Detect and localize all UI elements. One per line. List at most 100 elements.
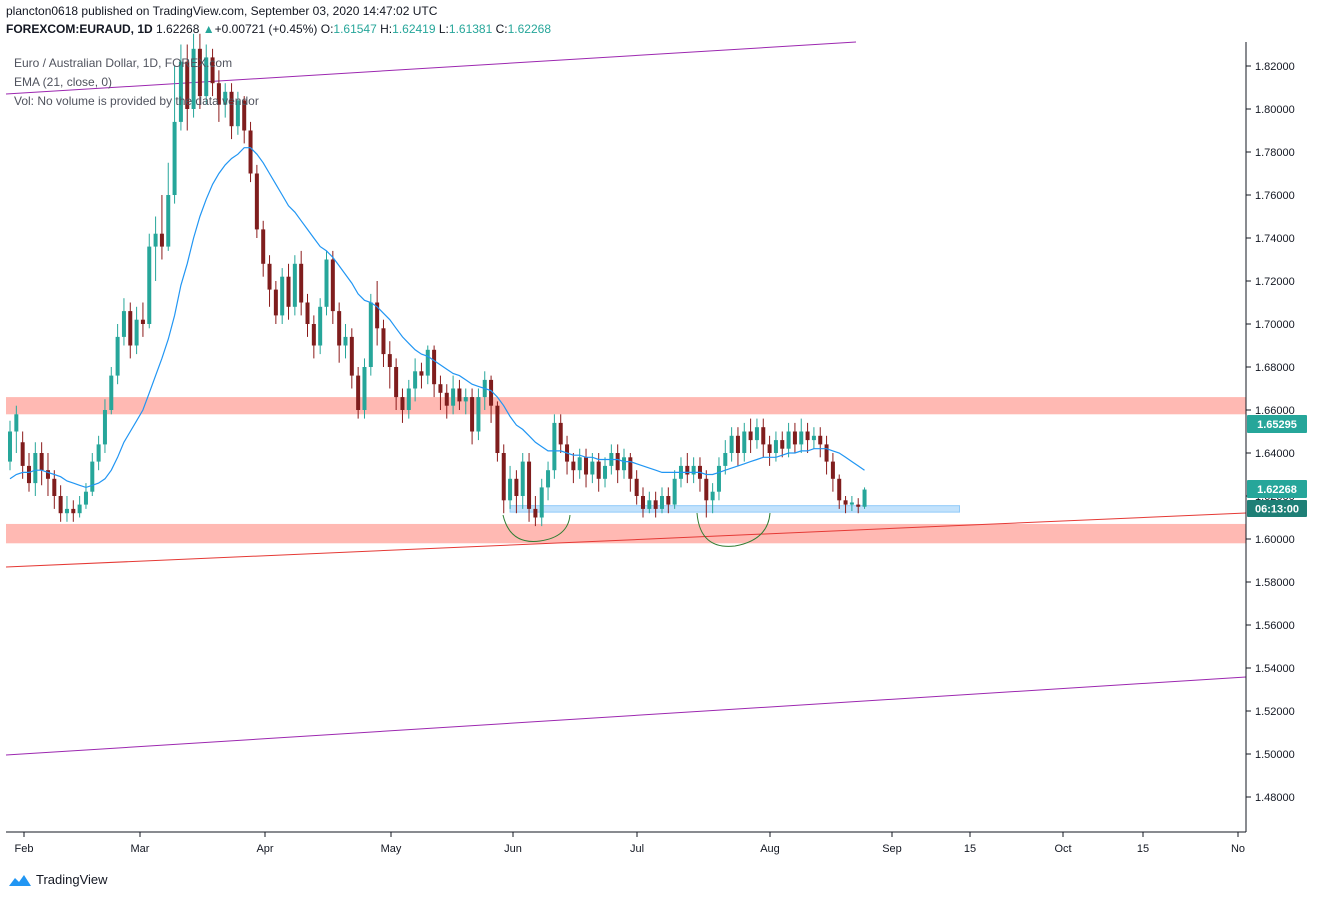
candle[interactable] <box>691 457 696 484</box>
support-trend-line[interactable] <box>5 512 1247 568</box>
legend-ema[interactable]: EMA (21, close, 0) <box>14 75 113 89</box>
candle[interactable] <box>305 293 310 337</box>
candle[interactable] <box>444 384 449 419</box>
candle[interactable] <box>843 496 848 514</box>
candle[interactable] <box>546 461 551 501</box>
candle[interactable] <box>140 302 145 337</box>
candle[interactable] <box>558 414 563 453</box>
candle[interactable] <box>368 293 373 376</box>
candle[interactable] <box>805 422 810 453</box>
candle[interactable] <box>476 388 481 441</box>
candle[interactable] <box>856 498 861 514</box>
candle[interactable] <box>223 83 228 118</box>
legend-volume[interactable]: Vol: No volume is provided by the data v… <box>14 94 259 108</box>
candle[interactable] <box>533 496 538 527</box>
candle[interactable] <box>8 420 12 471</box>
candle[interactable] <box>615 444 620 484</box>
candle[interactable] <box>324 250 329 316</box>
candle[interactable] <box>565 435 570 475</box>
candle[interactable] <box>204 44 209 105</box>
candle[interactable] <box>216 70 221 122</box>
candle[interactable] <box>824 435 829 475</box>
candle[interactable] <box>400 388 405 423</box>
ema-line[interactable] <box>9 147 865 489</box>
candle[interactable] <box>96 435 101 471</box>
candle[interactable] <box>172 66 177 204</box>
candle[interactable] <box>311 315 316 359</box>
candle[interactable] <box>210 48 215 97</box>
candle[interactable] <box>14 405 19 453</box>
candle[interactable] <box>584 448 589 488</box>
candle[interactable] <box>470 388 475 445</box>
candle[interactable] <box>622 448 627 479</box>
candle[interactable] <box>837 474 842 509</box>
candle[interactable] <box>102 399 107 453</box>
candle[interactable] <box>248 121 253 183</box>
candle[interactable] <box>729 427 734 462</box>
candle[interactable] <box>147 233 152 329</box>
candle[interactable] <box>577 448 582 479</box>
legend-title[interactable]: Euro / Australian Dollar, 1D, FOREX.com <box>14 56 233 70</box>
zone-rect-1[interactable] <box>6 523 1246 544</box>
candle[interactable] <box>267 255 272 307</box>
candle[interactable] <box>735 427 740 466</box>
candle[interactable] <box>273 281 278 324</box>
candle[interactable] <box>153 216 158 282</box>
candle[interactable] <box>520 453 525 509</box>
candle[interactable] <box>261 220 266 277</box>
candle[interactable] <box>343 324 348 359</box>
candle[interactable] <box>121 298 126 346</box>
candle[interactable] <box>451 375 456 415</box>
candle[interactable] <box>811 427 816 449</box>
candle[interactable] <box>109 367 114 415</box>
candle[interactable] <box>704 470 709 518</box>
candle[interactable] <box>628 453 633 492</box>
candle[interactable] <box>754 418 759 449</box>
candle[interactable] <box>773 431 778 462</box>
candle[interactable] <box>432 345 437 398</box>
candle[interactable] <box>394 358 399 410</box>
candle[interactable] <box>235 91 240 135</box>
candle[interactable] <box>362 358 367 419</box>
candle[interactable] <box>672 470 677 509</box>
candle[interactable] <box>463 388 468 415</box>
candle[interactable] <box>786 422 791 458</box>
countdown-badge[interactable]: 06:13:00 <box>1247 500 1307 517</box>
candle[interactable] <box>318 298 323 355</box>
candle[interactable] <box>419 362 424 389</box>
candle[interactable] <box>742 422 747 462</box>
candle[interactable] <box>780 431 785 458</box>
candle[interactable] <box>603 457 608 488</box>
ema-value-badge[interactable]: 1.65295 <box>1247 415 1307 433</box>
zone-rect-0[interactable] <box>6 397 1246 415</box>
candle[interactable] <box>514 470 519 514</box>
candle[interactable] <box>590 453 595 484</box>
candle[interactable] <box>292 255 297 316</box>
candle[interactable] <box>413 358 418 402</box>
candle[interactable] <box>457 379 462 410</box>
zone-rect-2[interactable] <box>509 505 960 513</box>
candle[interactable] <box>159 195 164 260</box>
candle[interactable] <box>254 164 259 238</box>
candle[interactable] <box>20 431 25 479</box>
candle[interactable] <box>128 302 133 359</box>
candle[interactable] <box>571 453 576 484</box>
candle[interactable] <box>330 250 335 324</box>
candle[interactable] <box>337 302 342 363</box>
candle[interactable] <box>830 453 835 492</box>
candle[interactable] <box>356 367 361 419</box>
candle[interactable] <box>115 324 120 385</box>
candle[interactable] <box>381 319 386 367</box>
candle[interactable] <box>818 427 823 458</box>
candle[interactable] <box>375 281 380 346</box>
candle[interactable] <box>495 401 500 462</box>
candle[interactable] <box>229 83 234 140</box>
candle[interactable] <box>197 33 202 109</box>
channel-lower-line[interactable] <box>5 676 1247 756</box>
candle[interactable] <box>242 96 247 144</box>
candle[interactable] <box>387 341 392 389</box>
candle[interactable] <box>33 442 38 496</box>
candle[interactable] <box>723 440 728 475</box>
candle[interactable] <box>697 457 702 492</box>
candle[interactable] <box>792 422 797 453</box>
